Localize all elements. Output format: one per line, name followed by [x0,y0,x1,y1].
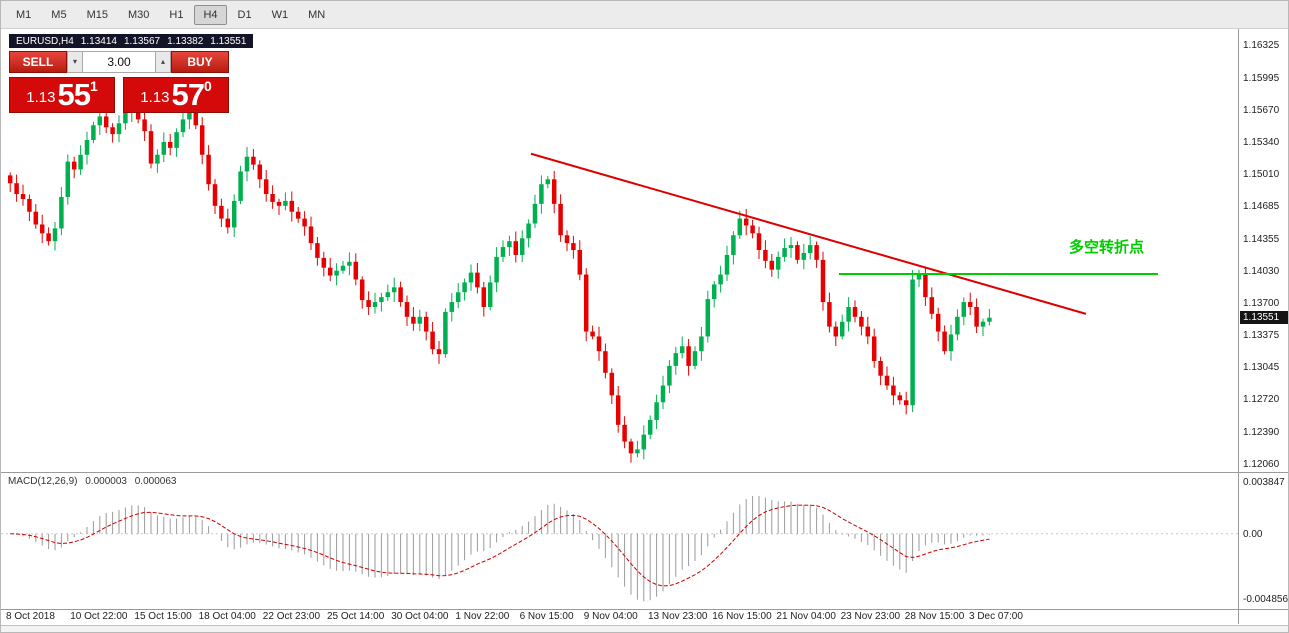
time-axis-label: 9 Nov 04:00 [583,611,638,622]
price-axis-label: 1.14030 [1243,265,1280,277]
time-axis-label: 1 Nov 22:00 [455,611,510,622]
time-axis-label: 3 Dec 07:00 [969,611,1023,622]
volume-up-button[interactable]: ▴ [155,51,171,73]
bid-prefix: 1.13 [26,89,56,106]
time-axis-label: 15 Oct 15:00 [134,611,192,622]
price-axis-label: 1.14685 [1243,201,1280,213]
timeframe-button-d1[interactable]: D1 [237,8,252,21]
time-axis-label: 28 Nov 15:00 [904,611,965,622]
candles-group [7,100,992,463]
price-axis-label: 1.12390 [1243,426,1280,438]
macd-axis-label: -0.004856 [1243,594,1289,606]
time-axis-label: 13 Nov 23:00 [648,611,708,622]
time-axis-label: 18 Oct 04:00 [198,611,256,622]
ask-pipette-digit: 0 [203,78,212,94]
buy-button[interactable]: BUY [171,51,229,73]
indicator-label: MACD(12,26,9) 0.000003 0.000063 [8,476,181,487]
price-axis-label: 1.13375 [1243,329,1280,341]
ask-price-display[interactable]: 1.13 57 0 [123,77,229,113]
macd-axis-label: 0.003847 [1243,476,1285,488]
timeframe-button-mn[interactable]: MN [308,8,326,21]
bid-big-digits: 55 [57,77,90,112]
timeframe-button-m15[interactable]: M15 [86,8,108,21]
time-axis-label: 6 Nov 15:00 [519,611,574,622]
time-axis-label: 10 Oct 22:00 [70,611,128,622]
chart-region[interactable]: EURUSD,H4 1.13414 1.13567 1.13382 1.1355… [1,29,1289,632]
ohlc-high: 1.13567 [123,35,161,47]
timeframe-button-m5[interactable]: M5 [51,8,67,21]
price-axis-label: 1.15995 [1243,72,1280,84]
order-entry-row: SELL ▾ 3.00 ▴ BUY [9,51,229,73]
bid-pipette-digit: 1 [89,78,98,94]
macd-histogram [16,495,990,602]
time-axis-label: 8 Oct 2018 [6,611,55,622]
price-axis-label: 1.13045 [1243,362,1280,374]
indicator-value-2: 0.000063 [134,476,177,487]
time-axis-label: 21 Nov 04:00 [776,611,836,622]
timeframe-toolbar: M1 M5 M15 M30 H1 H4 D1 W1 MN [1,1,1288,29]
macd-axis-label: 0.00 [1243,528,1263,540]
one-click-trading-panel: SELL ▾ 3.00 ▴ BUY 1.13 55 1 1.13 57 0 [9,51,229,113]
horizontal-scrollbar[interactable] [1,625,1288,632]
indicator-value-1: 0.000003 [85,476,127,487]
price-axis-label: 1.13700 [1243,298,1280,310]
timeframe-button-h4[interactable]: H4 [194,4,227,25]
ask-big-digits: 57 [171,77,204,112]
volume-down-button[interactable]: ▾ [67,51,83,73]
timeframe-button-h1[interactable]: H1 [169,8,184,21]
quote-row: 1.13 55 1 1.13 57 0 [9,77,229,113]
price-axis-label: 1.15340 [1243,136,1280,148]
current-price-badge: 1.13551 [1240,310,1288,324]
price-axis-label: 1.15670 [1243,104,1280,116]
price-chart-svg[interactable] [1,29,1289,624]
price-axis-label: 1.12060 [1243,459,1280,471]
time-axis-label: 22 Oct 23:00 [262,611,321,622]
bid-price-display[interactable]: 1.13 55 1 [9,77,115,113]
ohlc-open: 1.13414 [80,35,117,47]
price-axis-label: 1.16325 [1243,40,1280,52]
ask-prefix: 1.13 [140,89,170,106]
trend-line[interactable] [530,152,1087,315]
price-axis-label: 1.14355 [1243,233,1280,245]
time-axis-label: 30 Oct 04:00 [391,611,449,622]
timeframe-button-w1[interactable]: W1 [271,8,289,21]
sell-button[interactable]: SELL [9,51,67,73]
ohlc-close: 1.13551 [210,35,247,47]
price-axis-label: 1.12720 [1243,394,1280,406]
timeframe-button-m1[interactable]: M1 [16,8,32,21]
time-axis-label: 23 Nov 23:00 [840,611,901,622]
macd-signal-line [10,504,990,587]
symbol-label: EURUSD,H4 [16,35,74,47]
time-axis[interactable]: 8 Oct 2018 10 Oct 22:00 15 Oct 15:00 18 Oct… [1,611,1238,625]
annotation-text[interactable]: 多空转折点 [1069,239,1145,257]
indicator-name: MACD(12,26,9) [8,476,78,487]
time-axis-label: 16 Nov 15:00 [712,611,772,622]
ohlc-low: 1.13382 [167,35,204,47]
chart-ohlc-header: EURUSD,H4 1.13414 1.13567 1.13382 1.1355… [9,34,254,48]
volume-input[interactable]: 3.00 [83,51,155,73]
price-axis-label: 1.15010 [1243,169,1280,181]
time-axis-label: 25 Oct 14:00 [327,611,385,622]
timeframe-button-m30[interactable]: M30 [127,8,150,21]
